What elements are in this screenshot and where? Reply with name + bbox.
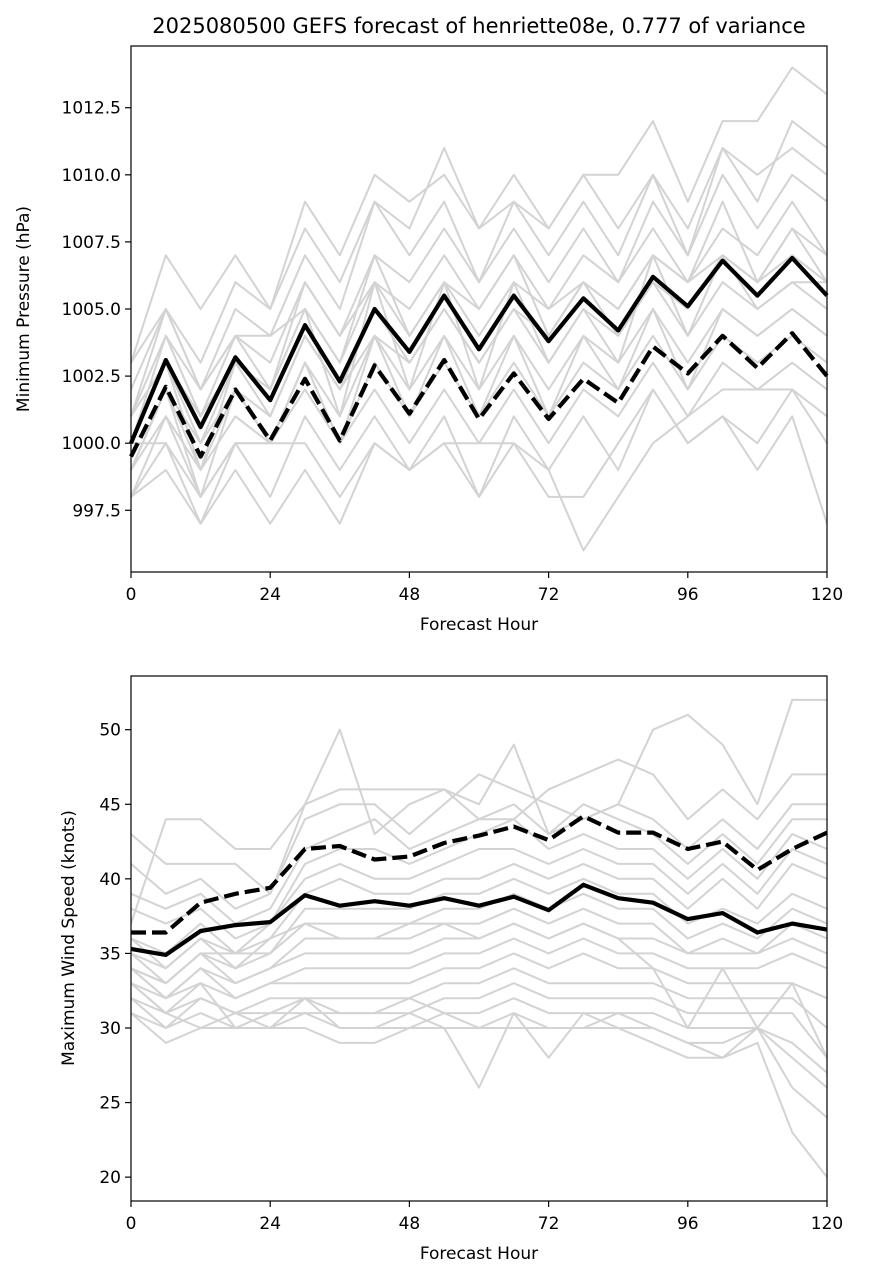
- y-tick-label: 50: [99, 721, 121, 741]
- summary-lines: [130, 814, 828, 958]
- y-axis-ticks: 997.5 1000.0 1002.5 1005.0 1007.5 1010.0 1012.…: [62, 99, 131, 521]
- x-tick-label: 72: [538, 585, 560, 605]
- y-tick-label: 45: [99, 795, 121, 815]
- member-line-13: [130, 388, 828, 525]
- y-tick-label: 997.5: [72, 501, 121, 521]
- member-line-4: [130, 173, 828, 417]
- x-tick-label: 0: [126, 1214, 137, 1234]
- y-tick-label: 1007.5: [62, 233, 121, 253]
- x-tick-label: 120: [811, 1214, 843, 1234]
- y-axis-label: Minimum Pressure (hPa): [14, 206, 34, 412]
- x-tick-label: 24: [259, 585, 281, 605]
- y-tick-label: 1010.0: [62, 166, 121, 186]
- wind-panel: 0 24 48 72 96 120 20 25 30 35 40 45 50 Forecast Hou…: [59, 675, 843, 1264]
- y-tick-label: 40: [99, 870, 121, 890]
- y-tick-label: 1012.5: [62, 99, 121, 119]
- member-line-7: [130, 862, 828, 970]
- member-line-2: [130, 120, 828, 390]
- y-tick-label: 1005.0: [62, 300, 121, 320]
- member-lines: [130, 698, 828, 1178]
- member-line-3: [130, 773, 827, 910]
- x-tick-label: 96: [677, 585, 699, 605]
- x-tick-label: 72: [538, 1214, 560, 1234]
- solid-summary-line: [129, 255, 829, 445]
- member-line-19: [130, 967, 828, 1178]
- y-tick-label: 30: [99, 1019, 121, 1039]
- x-tick-label: 120: [811, 585, 843, 605]
- summary-lines: [129, 255, 829, 459]
- x-axis-ticks: 0 24 48 72 96 120: [126, 1201, 843, 1234]
- plot-frame: [130, 675, 828, 1202]
- y-tick-label: 1000.0: [62, 434, 121, 454]
- member-line-1: [130, 698, 827, 924]
- member-line-13: [130, 952, 828, 1015]
- member-line-14: [131, 388, 828, 552]
- member-line-18: [130, 982, 828, 1119]
- pressure-panel: 2025080500 GEFS forecast of henriette08e…: [14, 14, 843, 635]
- x-axis-label: Forecast Hour: [420, 615, 538, 635]
- dashed-summary-line: [131, 814, 828, 935]
- x-tick-label: 24: [259, 1214, 281, 1234]
- x-tick-label: 96: [677, 1214, 699, 1234]
- x-tick-label: 48: [399, 1214, 421, 1234]
- member-line-8: [130, 281, 828, 471]
- member-line-15: [130, 982, 828, 1059]
- member-line-14: [130, 967, 828, 1029]
- y-axis-ticks: 20 25 30 35 40 45 50: [99, 721, 131, 1188]
- member-line-6: [130, 848, 828, 955]
- dashed-summary-line: [129, 331, 829, 459]
- y-tick-label: 20: [99, 1168, 121, 1188]
- chart-title: 2025080500 GEFS forecast of henriette08e…: [152, 14, 805, 38]
- y-tick-label: 35: [99, 944, 121, 964]
- y-tick-label: 1002.5: [62, 367, 121, 387]
- member-line-9: [130, 892, 828, 985]
- x-tick-label: 48: [399, 585, 421, 605]
- member-line-15: [130, 200, 828, 391]
- solid-summary-line: [130, 882, 828, 958]
- x-axis-ticks: 0 24 48 72 96 120: [126, 572, 843, 605]
- y-axis-label: Maximum Wind Speed (knots): [59, 810, 79, 1066]
- x-axis-label: Forecast Hour: [420, 1244, 538, 1264]
- member-line-20: [130, 922, 828, 1059]
- y-tick-label: 25: [99, 1094, 121, 1114]
- x-tick-label: 0: [126, 585, 137, 605]
